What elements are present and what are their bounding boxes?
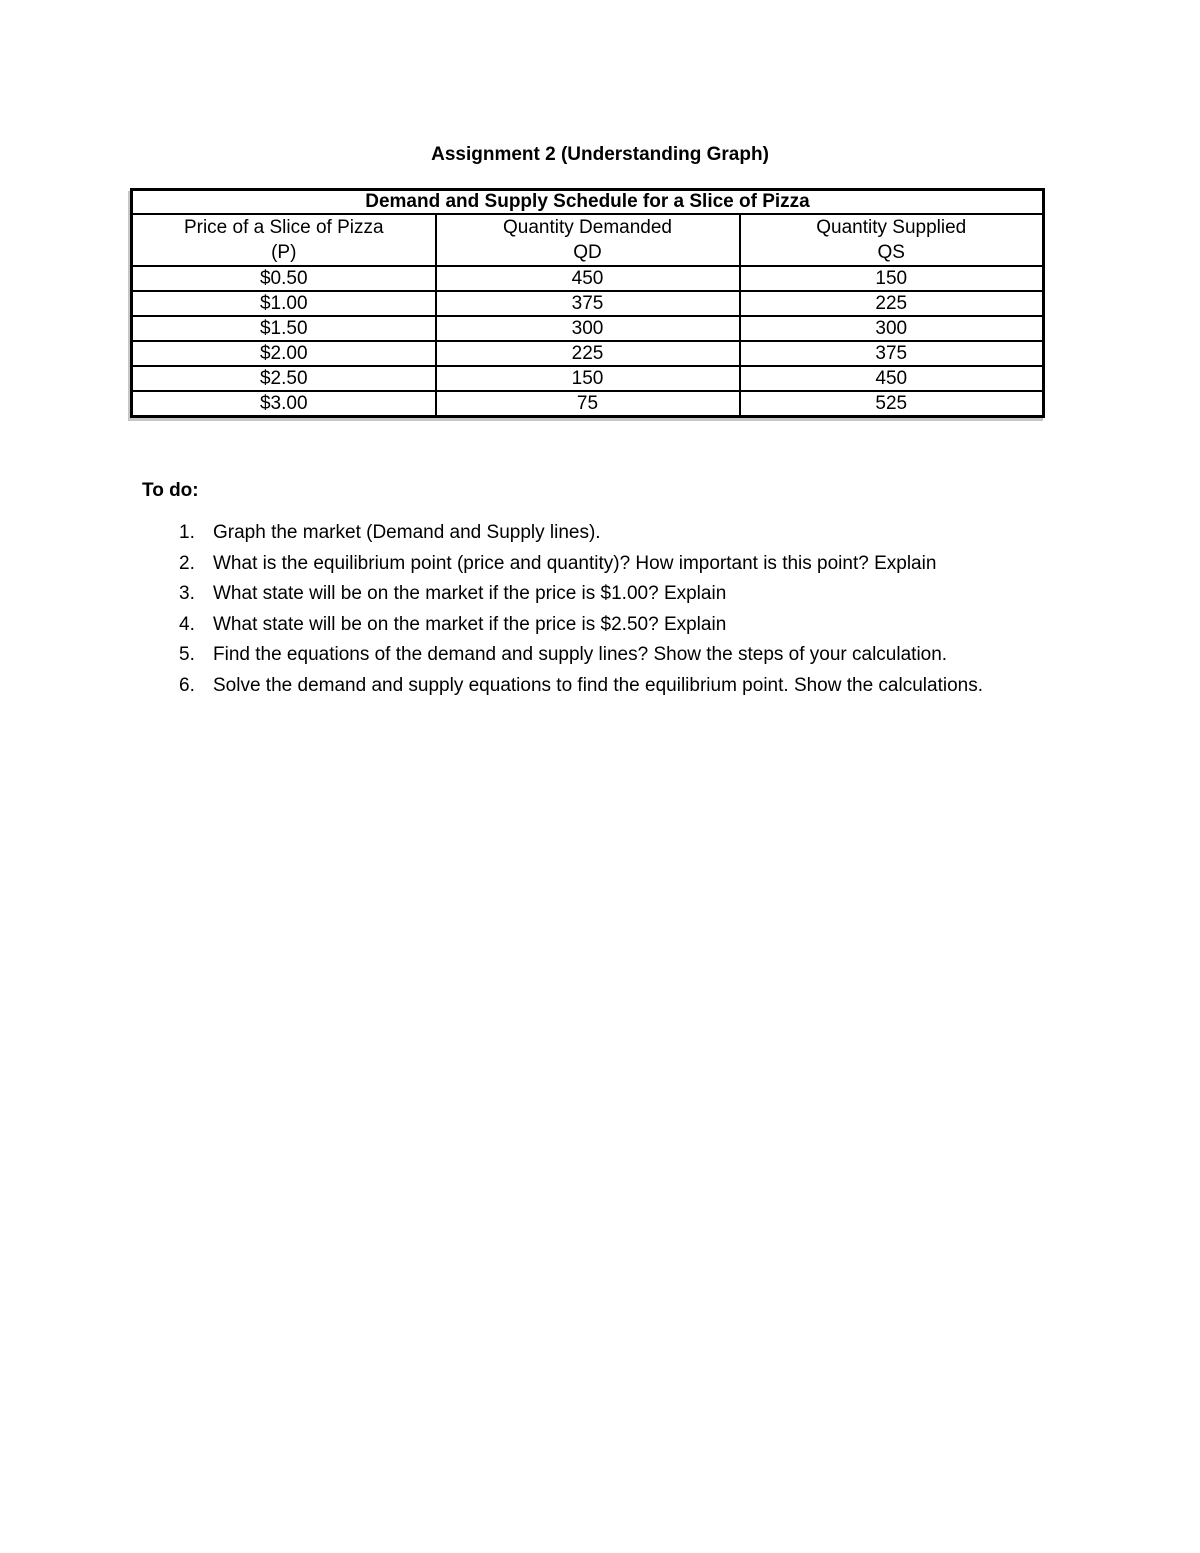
todo-list: 1. Graph the market (Demand and Supply l… (179, 518, 1079, 701)
cell-quantity-supplied: 450 (738, 365, 1045, 392)
todo-item: 5. Find the equations of the demand and … (179, 640, 1079, 671)
todo-item: 4. What state will be on the market if t… (179, 610, 1079, 641)
todo-item: 2. What is the equilibrium point (price … (179, 549, 1079, 580)
demand-supply-table: Demand and Supply Schedule for a Slice o… (130, 188, 1045, 418)
column-header-quantity-demanded: Quantity Demanded QD (434, 213, 741, 267)
table-header-row: Price of a Slice of Pizza (P) Quantity D… (130, 213, 1045, 267)
cell-quantity-demanded: 300 (434, 315, 741, 342)
table-caption-row: Demand and Supply Schedule for a Slice o… (130, 188, 1045, 215)
todo-item-text: What is the equilibrium point (price and… (213, 552, 937, 574)
column-header-price-abbr: (P) (271, 242, 297, 263)
cell-quantity-supplied: 300 (738, 315, 1045, 342)
todo-item-number: 6. (179, 674, 195, 696)
todo-item-text: Graph the market (Demand and Supply line… (213, 522, 601, 543)
todo-item-text: What state will be on the market if the … (213, 613, 727, 635)
table-row: $0.50 450 150 (130, 265, 1045, 292)
cell-quantity-demanded: 75 (434, 390, 741, 418)
column-header-price-label: Price of a Slice of Pizza (183, 217, 384, 238)
column-header-qs-abbr: QS (877, 242, 905, 263)
todo-item: 3. What state will be on the market if t… (179, 579, 1079, 610)
todo-item-number: 5. (179, 644, 195, 665)
cell-price: $1.00 (130, 290, 437, 317)
todo-heading: To do: (142, 480, 199, 501)
table-row: $1.50 300 300 (130, 315, 1045, 342)
todo-item-text: Solve the demand and supply equations to… (213, 674, 983, 696)
column-header-qd-label: Quantity Demanded (503, 217, 672, 238)
table-row: $3.00 75 525 (130, 390, 1045, 418)
todo-item-number: 4. (179, 613, 195, 635)
cell-quantity-supplied: 225 (738, 290, 1045, 317)
todo-item: 1. Graph the market (Demand and Supply l… (179, 518, 1079, 549)
column-header-quantity-supplied: Quantity Supplied QS (738, 213, 1045, 267)
todo-item-number: 1. (179, 522, 195, 543)
cell-quantity-demanded: 450 (434, 265, 741, 292)
cell-quantity-demanded: 150 (434, 365, 741, 392)
cell-quantity-demanded: 375 (434, 290, 741, 317)
table-row: $1.00 375 225 (130, 290, 1045, 317)
page-title: Assignment 2 (Understanding Graph) (431, 144, 769, 165)
todo-item-text: Find the equations of the demand and sup… (213, 644, 948, 665)
todo-item-number: 3. (179, 583, 195, 604)
todo-item: 6. Solve the demand and supply equations… (179, 671, 1079, 702)
todo-item-number: 2. (179, 552, 195, 574)
cell-price: $2.00 (130, 340, 437, 367)
cell-quantity-supplied: 525 (738, 390, 1045, 418)
cell-price: $0.50 (130, 265, 437, 292)
column-header-qd-abbr: QD (573, 242, 602, 263)
table-row: $2.50 150 450 (130, 365, 1045, 392)
cell-quantity-demanded: 225 (434, 340, 741, 367)
cell-price: $1.50 (130, 315, 437, 342)
cell-quantity-supplied: 150 (738, 265, 1045, 292)
table-row: $2.00 225 375 (130, 340, 1045, 367)
cell-price: $2.50 (130, 365, 437, 392)
cell-quantity-supplied: 375 (738, 340, 1045, 367)
table-caption: Demand and Supply Schedule for a Slice o… (130, 188, 1045, 215)
todo-item-text: What state will be on the market if the … (213, 583, 727, 604)
cell-price: $3.00 (130, 390, 437, 418)
column-header-qs-label: Quantity Supplied (816, 217, 967, 238)
column-header-price: Price of a Slice of Pizza (P) (130, 213, 437, 267)
